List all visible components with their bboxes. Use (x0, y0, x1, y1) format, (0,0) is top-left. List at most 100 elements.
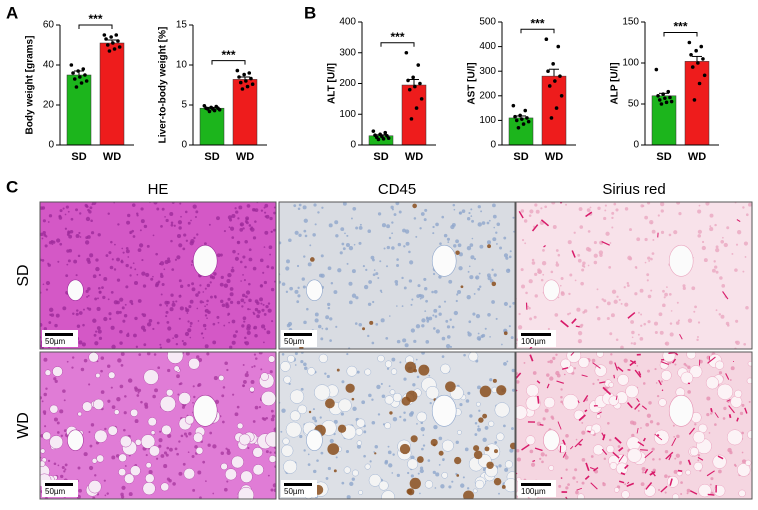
nucleus (578, 207, 583, 212)
nucleus (303, 255, 306, 258)
fibre (671, 358, 677, 364)
nucleus (243, 301, 246, 304)
data-point (411, 75, 415, 80)
nucleus (209, 431, 213, 435)
nucleus (225, 447, 228, 450)
nucleus (231, 236, 235, 239)
nucleus (175, 342, 179, 346)
nucleus (49, 307, 54, 313)
nucleus (438, 275, 442, 279)
data-point (381, 137, 386, 141)
nucleus (265, 450, 269, 454)
nucleus (240, 280, 242, 282)
vacuole (358, 490, 364, 495)
nucleus (391, 232, 394, 235)
nucleus (41, 206, 46, 210)
nucleus (82, 308, 85, 311)
nucleus (231, 213, 236, 219)
nucleus (238, 205, 243, 210)
data-point (697, 81, 702, 86)
fibre (590, 482, 598, 490)
nucleus (741, 451, 744, 454)
vacuole (494, 402, 510, 418)
scale-bar-label: 100µm (521, 337, 546, 346)
data-point (514, 118, 519, 123)
image-frame (515, 201, 753, 350)
nucleus (206, 303, 208, 306)
nucleus (136, 273, 139, 276)
nucleus (202, 301, 205, 304)
vacuole (715, 360, 725, 370)
nucleus (427, 459, 431, 462)
nucleus (263, 246, 266, 248)
nucleus (416, 422, 418, 425)
nucleus (534, 203, 538, 207)
nucleus (137, 299, 142, 303)
vacuole (77, 411, 82, 417)
nucleus (42, 283, 45, 286)
nucleus (696, 338, 699, 342)
nucleus (189, 325, 192, 328)
tissue-background (516, 352, 752, 499)
nucleus (212, 340, 217, 345)
nucleus (157, 366, 161, 370)
nucleus (613, 202, 617, 206)
nucleus (663, 296, 666, 299)
nucleus (178, 226, 182, 230)
nucleus (57, 464, 60, 467)
vacuole (384, 395, 394, 405)
nucleus (420, 212, 425, 216)
nucleus (628, 256, 633, 261)
nucleus (408, 250, 411, 254)
nucleus (197, 291, 201, 294)
nucleus (715, 245, 719, 249)
nucleus (253, 325, 258, 330)
vacuole (268, 455, 276, 463)
nucleus (188, 432, 192, 436)
nucleus (183, 432, 187, 436)
y-tick-label: 0 (181, 140, 187, 151)
nucleus (541, 460, 544, 464)
vacuole (289, 410, 301, 422)
nucleus (288, 238, 292, 243)
significance-label: *** (221, 48, 235, 62)
nucleus (128, 492, 133, 497)
nucleus (261, 308, 265, 312)
stain-patch (409, 477, 421, 490)
vacuole (195, 446, 204, 455)
data-point (553, 79, 557, 83)
nucleus (489, 336, 491, 338)
data-point (238, 80, 243, 85)
nucleus (258, 405, 262, 409)
fibre (717, 455, 724, 460)
nucleus (721, 284, 726, 288)
nucleus (224, 361, 228, 366)
nucleus (236, 405, 240, 409)
nucleus (640, 313, 643, 316)
histology-image (279, 352, 515, 499)
nucleus (186, 312, 189, 314)
data-point (525, 116, 529, 120)
nucleus (286, 259, 290, 264)
nucleus (498, 492, 500, 495)
nucleus (129, 266, 133, 269)
stain-patch (374, 452, 377, 455)
nucleus (365, 268, 368, 271)
nucleus (171, 268, 175, 271)
nucleus (422, 444, 426, 447)
nucleus (477, 425, 480, 428)
nucleus (159, 261, 165, 266)
nucleus (143, 343, 147, 347)
nucleus (216, 315, 220, 319)
nucleus (402, 338, 407, 343)
nucleus (634, 292, 638, 296)
nucleus (42, 219, 46, 223)
vacuole (589, 429, 596, 436)
nucleus (376, 384, 381, 390)
data-point (111, 41, 115, 45)
nucleus (221, 303, 226, 308)
nucleus (100, 369, 103, 373)
nucleus (426, 317, 430, 321)
significance-label: *** (673, 20, 687, 34)
nucleus (232, 334, 237, 338)
